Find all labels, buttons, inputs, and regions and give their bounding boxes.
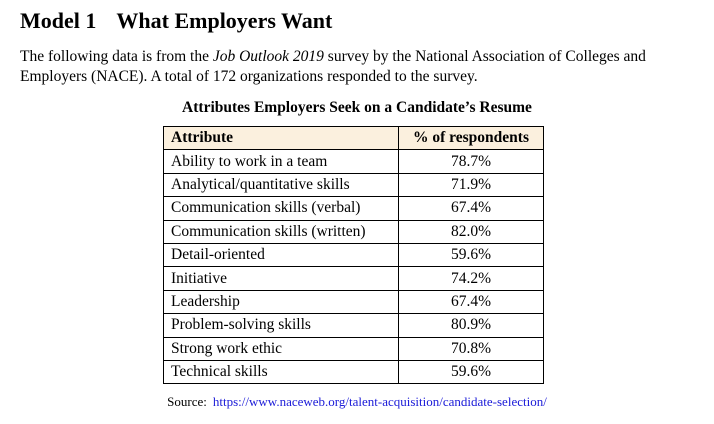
intro-text-start: The following data is from the xyxy=(20,48,213,65)
table-row: Problem-solving skills 80.9% xyxy=(163,313,544,338)
source-line: Source: https://www.naceweb.org/talent-ac… xyxy=(0,393,714,411)
model-number: Model 1 xyxy=(20,8,97,33)
page-heading: Model 1 What Employers Want xyxy=(20,6,332,36)
percent-cell: 67.4% xyxy=(398,289,544,315)
attribute-cell: Leadership xyxy=(163,289,399,315)
table-row: Communication skills (written) 82.0% xyxy=(163,219,544,244)
percent-cell: 80.9% xyxy=(398,313,544,338)
percent-cell: 78.7% xyxy=(398,149,544,174)
attribute-cell: Communication skills (verbal) xyxy=(163,196,399,221)
attribute-cell: Problem-solving skills xyxy=(163,313,399,338)
attribute-cell: Communication skills (written) xyxy=(163,219,399,244)
attribute-cell: Detail-oriented xyxy=(163,242,399,268)
source-label: Source: xyxy=(167,394,207,409)
table-header-row: Attribute % of respondents xyxy=(163,125,544,151)
attribute-cell: Initiative xyxy=(163,266,399,291)
table-row: Strong work ethic 70.8% xyxy=(163,336,544,361)
table-row: Communication skills (verbal) 67.4% xyxy=(163,196,544,221)
column-header-attribute: Attribute xyxy=(163,125,399,151)
table-row: Analytical/quantitative skills 71.9% xyxy=(163,172,544,198)
table-row: Initiative 74.2% xyxy=(163,266,544,291)
survey-name: Job Outlook 2019 xyxy=(212,48,324,65)
model-title: What Employers Want xyxy=(116,8,333,33)
table-body: Ability to work in a team 78.7% Analytical… xyxy=(163,149,544,385)
attribute-cell: Technical skills xyxy=(163,359,399,385)
attribute-cell: Ability to work in a team xyxy=(163,149,399,174)
percent-cell: 59.6% xyxy=(398,242,544,268)
attribute-cell: Strong work ethic xyxy=(163,336,399,361)
percent-cell: 74.2% xyxy=(398,266,544,291)
intro-text-end: survey by the National Association of Co… xyxy=(20,48,646,85)
percent-cell: 71.9% xyxy=(398,172,544,198)
table-title: Attributes Employers Seek on a Candidate… xyxy=(182,99,532,116)
attributes-table: Attribute % of respondents Ability to wo… xyxy=(163,125,544,385)
attribute-cell: Analytical/quantitative skills xyxy=(163,172,399,198)
column-header-percent: % of respondents xyxy=(398,125,544,151)
percent-cell: 70.8% xyxy=(398,336,544,361)
table-row: Ability to work in a team 78.7% xyxy=(163,149,544,174)
percent-cell: 59.6% xyxy=(398,359,544,385)
intro-paragraph: The following data is from the Job Outlo… xyxy=(20,47,700,87)
table-row: Detail-oriented 59.6% xyxy=(163,242,544,268)
table-row: Technical skills 59.6% xyxy=(163,359,544,385)
percent-cell: 82.0% xyxy=(398,219,544,244)
percent-cell: 67.4% xyxy=(398,196,544,221)
source-link[interactable]: https://www.naceweb.org/talent-acquisiti… xyxy=(212,394,547,409)
table-row: Leadership 67.4% xyxy=(163,289,544,315)
